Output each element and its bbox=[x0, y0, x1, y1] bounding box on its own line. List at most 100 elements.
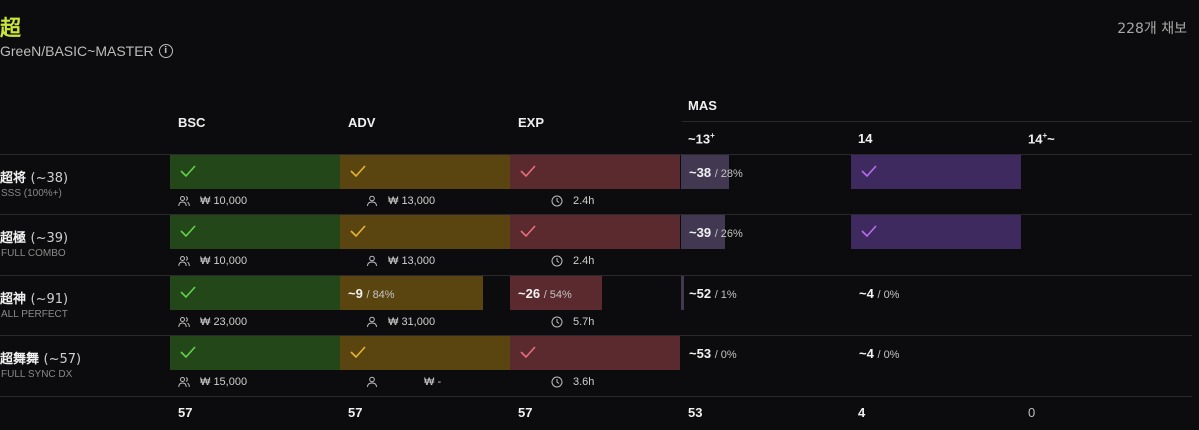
stat-exp-time: 3.6h bbox=[551, 376, 594, 388]
check-icon bbox=[350, 346, 366, 359]
total-bsc: 57 bbox=[178, 405, 193, 420]
row-requirement: FULL SYNC DX bbox=[1, 369, 73, 380]
clock-icon bbox=[551, 376, 563, 388]
row-threshold: (~38) bbox=[30, 171, 69, 186]
stat-bsc-cost-text: ₩ 10,000 bbox=[200, 255, 248, 267]
completion-percent: / 84% bbox=[366, 289, 395, 301]
row-name: 超極 bbox=[0, 231, 27, 246]
completion-percent: / 0% bbox=[877, 289, 900, 301]
cell-mas13-progress-fill bbox=[681, 155, 729, 189]
users-icon bbox=[178, 317, 190, 328]
check-icon bbox=[520, 165, 536, 178]
row-threshold: (~57) bbox=[43, 352, 82, 367]
users-icon bbox=[178, 256, 190, 267]
remaining-count: ~52 bbox=[689, 286, 712, 301]
total-exp: 57 bbox=[518, 405, 533, 420]
user-icon bbox=[367, 195, 377, 207]
header-mas-13: ~13+ bbox=[688, 131, 715, 147]
cell-bsc-complete bbox=[170, 215, 340, 249]
clock-icon bbox=[551, 255, 563, 267]
header-adv: ADV bbox=[348, 115, 376, 130]
total-mas13: 53 bbox=[688, 405, 703, 420]
stat-bsc-cost: ₩ 23,000 bbox=[178, 316, 247, 328]
stat-adv-cost: ₩ 31,000 bbox=[366, 316, 435, 328]
remaining-count: ~4 bbox=[859, 286, 874, 301]
header-mas-14: 14 bbox=[858, 131, 873, 146]
check-icon bbox=[180, 225, 196, 238]
row-divider bbox=[0, 396, 1192, 397]
users-icon bbox=[178, 196, 190, 207]
clock-icon bbox=[551, 195, 563, 207]
users-icon bbox=[178, 377, 190, 388]
stat-exp-time-text: 2.4h bbox=[573, 255, 595, 267]
cell-mas13-progress-fill bbox=[681, 215, 725, 249]
cell-adv-complete bbox=[340, 336, 510, 370]
remaining-count: ~26 bbox=[518, 286, 541, 301]
completion-percent: / 54% bbox=[543, 289, 572, 301]
stat-exp-time: 5.7h bbox=[551, 316, 594, 328]
cell-exp-value: ~26 / 54% bbox=[518, 286, 572, 301]
completion-percent: / 26% bbox=[714, 228, 743, 240]
total-mas14: 4 bbox=[858, 405, 866, 420]
row-divider bbox=[0, 275, 1192, 276]
row-threshold: (~39) bbox=[30, 231, 69, 246]
user-icon bbox=[367, 316, 377, 328]
cell-mas13-value: ~38 / 28% bbox=[689, 165, 743, 180]
check-icon bbox=[520, 225, 536, 238]
remaining-count: ~9 bbox=[348, 286, 363, 301]
cell-adv-complete bbox=[340, 155, 510, 189]
stat-bsc-cost: ₩ 10,000 bbox=[178, 255, 247, 267]
stat-bsc-cost-text: ₩ 10,000 bbox=[200, 195, 248, 207]
row-divider bbox=[0, 335, 1192, 336]
page-subtitle: GreeN/BASIC~MASTER i bbox=[0, 43, 173, 59]
row-threshold: (~91) bbox=[30, 292, 69, 307]
stat-adv-cost: ₩ - bbox=[366, 376, 441, 388]
header-mas-14plus: 14+~ bbox=[1028, 131, 1055, 147]
stat-adv-cost-text: ₩ 13,000 bbox=[388, 255, 436, 267]
total-mas14p: 0 bbox=[1028, 405, 1036, 420]
check-icon bbox=[350, 225, 366, 238]
check-icon bbox=[861, 225, 877, 238]
row-title: 超極 (~39) bbox=[0, 227, 68, 246]
stat-exp-time-text: 5.7h bbox=[573, 316, 595, 328]
row-requirement: SSS (100%+) bbox=[1, 188, 62, 199]
check-icon bbox=[180, 286, 196, 299]
stat-adv-cost-text: ₩ - bbox=[424, 376, 442, 388]
stat-adv-cost: ₩ 13,000 bbox=[366, 255, 435, 267]
remaining-count: ~4 bbox=[859, 346, 874, 361]
cell-adv-complete bbox=[340, 215, 510, 249]
cell-adv-value: ~9 / 84% bbox=[348, 286, 395, 301]
check-icon bbox=[861, 165, 877, 178]
cell-exp-progress-fill bbox=[510, 276, 602, 310]
cell-exp-complete bbox=[510, 155, 680, 189]
info-icon[interactable]: i bbox=[158, 44, 173, 58]
completion-percent: / 28% bbox=[714, 168, 743, 180]
row-name: 超神 bbox=[0, 292, 27, 307]
cell-mas13-value: ~53 / 0% bbox=[689, 346, 737, 361]
row-title: 超将 (~38) bbox=[0, 167, 68, 186]
total-adv: 57 bbox=[348, 405, 363, 420]
row-title: 超神 (~91) bbox=[0, 288, 68, 307]
cell-bsc-complete bbox=[170, 276, 340, 310]
row-requirement: ALL PERFECT bbox=[1, 309, 68, 320]
remaining-count: ~38 bbox=[689, 165, 712, 180]
stat-exp-time-text: 2.4h bbox=[573, 195, 595, 207]
row-divider bbox=[0, 214, 1192, 215]
page-title: 超 bbox=[0, 16, 21, 40]
cell-mas14-complete bbox=[851, 215, 1021, 249]
cell-exp-complete bbox=[510, 215, 680, 249]
stat-bsc-cost-text: ₩ 23,000 bbox=[200, 316, 248, 328]
chart-count: 228개 채보 bbox=[1117, 21, 1187, 37]
cell-mas14-value: ~4 / 0% bbox=[859, 286, 899, 301]
cell-adv-progress-fill bbox=[340, 276, 483, 310]
remaining-count: ~53 bbox=[689, 346, 712, 361]
stat-exp-time: 2.4h bbox=[551, 255, 594, 267]
cell-mas13-progress-fill bbox=[681, 276, 684, 310]
completion-percent: / 0% bbox=[877, 349, 900, 361]
check-icon bbox=[520, 346, 536, 359]
cell-mas13-value: ~39 / 26% bbox=[689, 225, 743, 240]
header-mas: MAS bbox=[688, 98, 717, 113]
stat-bsc-cost-text: ₩ 15,000 bbox=[200, 376, 248, 388]
row-name: 超舞舞 bbox=[0, 352, 40, 367]
check-icon bbox=[180, 346, 196, 359]
